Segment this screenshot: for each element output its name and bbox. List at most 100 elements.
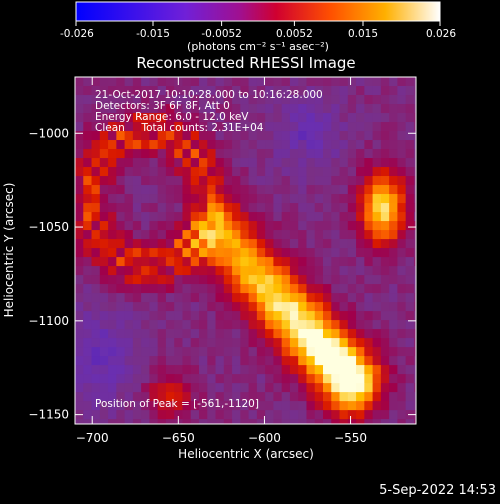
- heatmap-cell: [124, 275, 134, 285]
- heatmap-cell: [265, 392, 274, 402]
- heatmap-cell: [389, 185, 398, 195]
- heatmap-cell: [99, 203, 109, 213]
- heatmap-cell: [207, 329, 217, 339]
- heatmap-cell: [108, 419, 117, 424]
- heatmap-cell: [207, 149, 217, 159]
- heatmap-cell: [405, 230, 415, 240]
- heatmap-cell: [165, 95, 175, 105]
- heatmap-cell: [83, 77, 93, 87]
- heatmap-cell: [405, 320, 415, 330]
- heatmap-cell: [397, 293, 407, 303]
- heatmap-cell: [75, 77, 84, 87]
- heatmap-cell: [265, 410, 274, 420]
- heatmap-cell: [380, 293, 390, 303]
- heatmap-cell: [207, 203, 217, 213]
- heatmap-cell: [215, 104, 225, 114]
- heatmap-cell: [223, 248, 233, 258]
- heatmap-cell: [314, 86, 324, 96]
- heatmap-cell: [108, 257, 117, 267]
- heatmap-cell: [116, 275, 126, 285]
- heatmap-cell: [199, 284, 208, 294]
- heatmap-cell: [141, 374, 150, 384]
- heatmap-cell: [289, 113, 299, 123]
- heatmap-cell: [372, 257, 382, 267]
- heatmap-cell: [223, 149, 233, 159]
- heatmap-cell: [99, 347, 109, 357]
- heatmap-cell: [273, 293, 283, 303]
- heatmap-cell: [347, 86, 357, 96]
- heatmap-cell: [223, 167, 233, 177]
- heatmap-cell: [190, 167, 200, 177]
- heatmap-cell: [108, 104, 117, 114]
- heatmap-cell: [380, 248, 390, 258]
- heatmap-cell: [132, 248, 142, 258]
- heatmap-cell: [99, 284, 109, 294]
- heatmap-cell: [223, 104, 233, 114]
- heatmap-cell: [405, 131, 415, 141]
- heatmap-cell: [215, 212, 225, 222]
- heatmap-cell: [273, 284, 283, 294]
- heatmap-cell: [232, 212, 241, 222]
- heatmap-cell: [132, 176, 142, 186]
- heatmap-cell: [223, 122, 233, 132]
- heatmap-cell: [141, 95, 150, 105]
- heatmap-cell: [232, 176, 241, 186]
- heatmap-cell: [157, 194, 167, 204]
- heatmap-cell: [165, 212, 175, 222]
- heatmap-cell: [215, 230, 225, 240]
- heatmap-cell: [331, 167, 341, 177]
- heatmap-cell: [265, 383, 274, 393]
- heatmap-cell: [215, 203, 225, 213]
- heatmap-cell: [174, 347, 184, 357]
- heatmap-cell: [165, 338, 175, 348]
- heatmap-cell: [207, 347, 217, 357]
- heatmap-cell: [248, 383, 258, 393]
- heatmap-cell: [364, 293, 374, 303]
- colorbar-tick-label: 0.015: [348, 28, 378, 40]
- heatmap-cell: [273, 149, 283, 159]
- heatmap-cell: [372, 221, 382, 231]
- heatmap-cell: [347, 230, 357, 240]
- heatmap-cell: [397, 392, 407, 402]
- heatmap-cell: [240, 77, 250, 87]
- heatmap-cell: [389, 347, 398, 357]
- heatmap-cell: [165, 140, 175, 150]
- heatmap-cell: [116, 86, 126, 96]
- heatmap-cell: [75, 356, 84, 366]
- heatmap-cell: [248, 140, 258, 150]
- heatmap-cell: [413, 158, 416, 168]
- heatmap-cell: [380, 86, 390, 96]
- heatmap-cell: [298, 365, 308, 375]
- heatmap-cell: [323, 329, 332, 339]
- heatmap-cell: [157, 293, 167, 303]
- heatmap-cell: [256, 329, 266, 339]
- heatmap-cell: [75, 266, 84, 276]
- heatmap-cell: [397, 113, 407, 123]
- heatmap-cell: [116, 167, 126, 177]
- heatmap-cell: [306, 419, 316, 424]
- heatmap-cell: [289, 410, 299, 420]
- heatmap-cell: [124, 257, 134, 267]
- heatmap-cell: [413, 356, 416, 366]
- heatmap-cell: [331, 275, 341, 285]
- heatmap-cell: [165, 356, 175, 366]
- heatmap-cell: [405, 140, 415, 150]
- heatmap-cell: [116, 185, 126, 195]
- heatmap-cell: [165, 266, 175, 276]
- heatmap-cell: [223, 329, 233, 339]
- heatmap-cell: [389, 176, 398, 186]
- heatmap-cell: [281, 113, 291, 123]
- heatmap-cell: [157, 140, 167, 150]
- heatmap-cell: [364, 311, 374, 321]
- heatmap-cell: [199, 158, 208, 168]
- heatmap-cell: [248, 104, 258, 114]
- heatmap-cell: [207, 95, 217, 105]
- heatmap-cell: [289, 230, 299, 240]
- heatmap-cell: [331, 239, 341, 249]
- heatmap-cell: [174, 356, 184, 366]
- heatmap-cell: [157, 266, 167, 276]
- heatmap-cell: [75, 284, 84, 294]
- heatmap-cell: [339, 338, 349, 348]
- heatmap-cell: [124, 203, 134, 213]
- heatmap-cell: [124, 230, 134, 240]
